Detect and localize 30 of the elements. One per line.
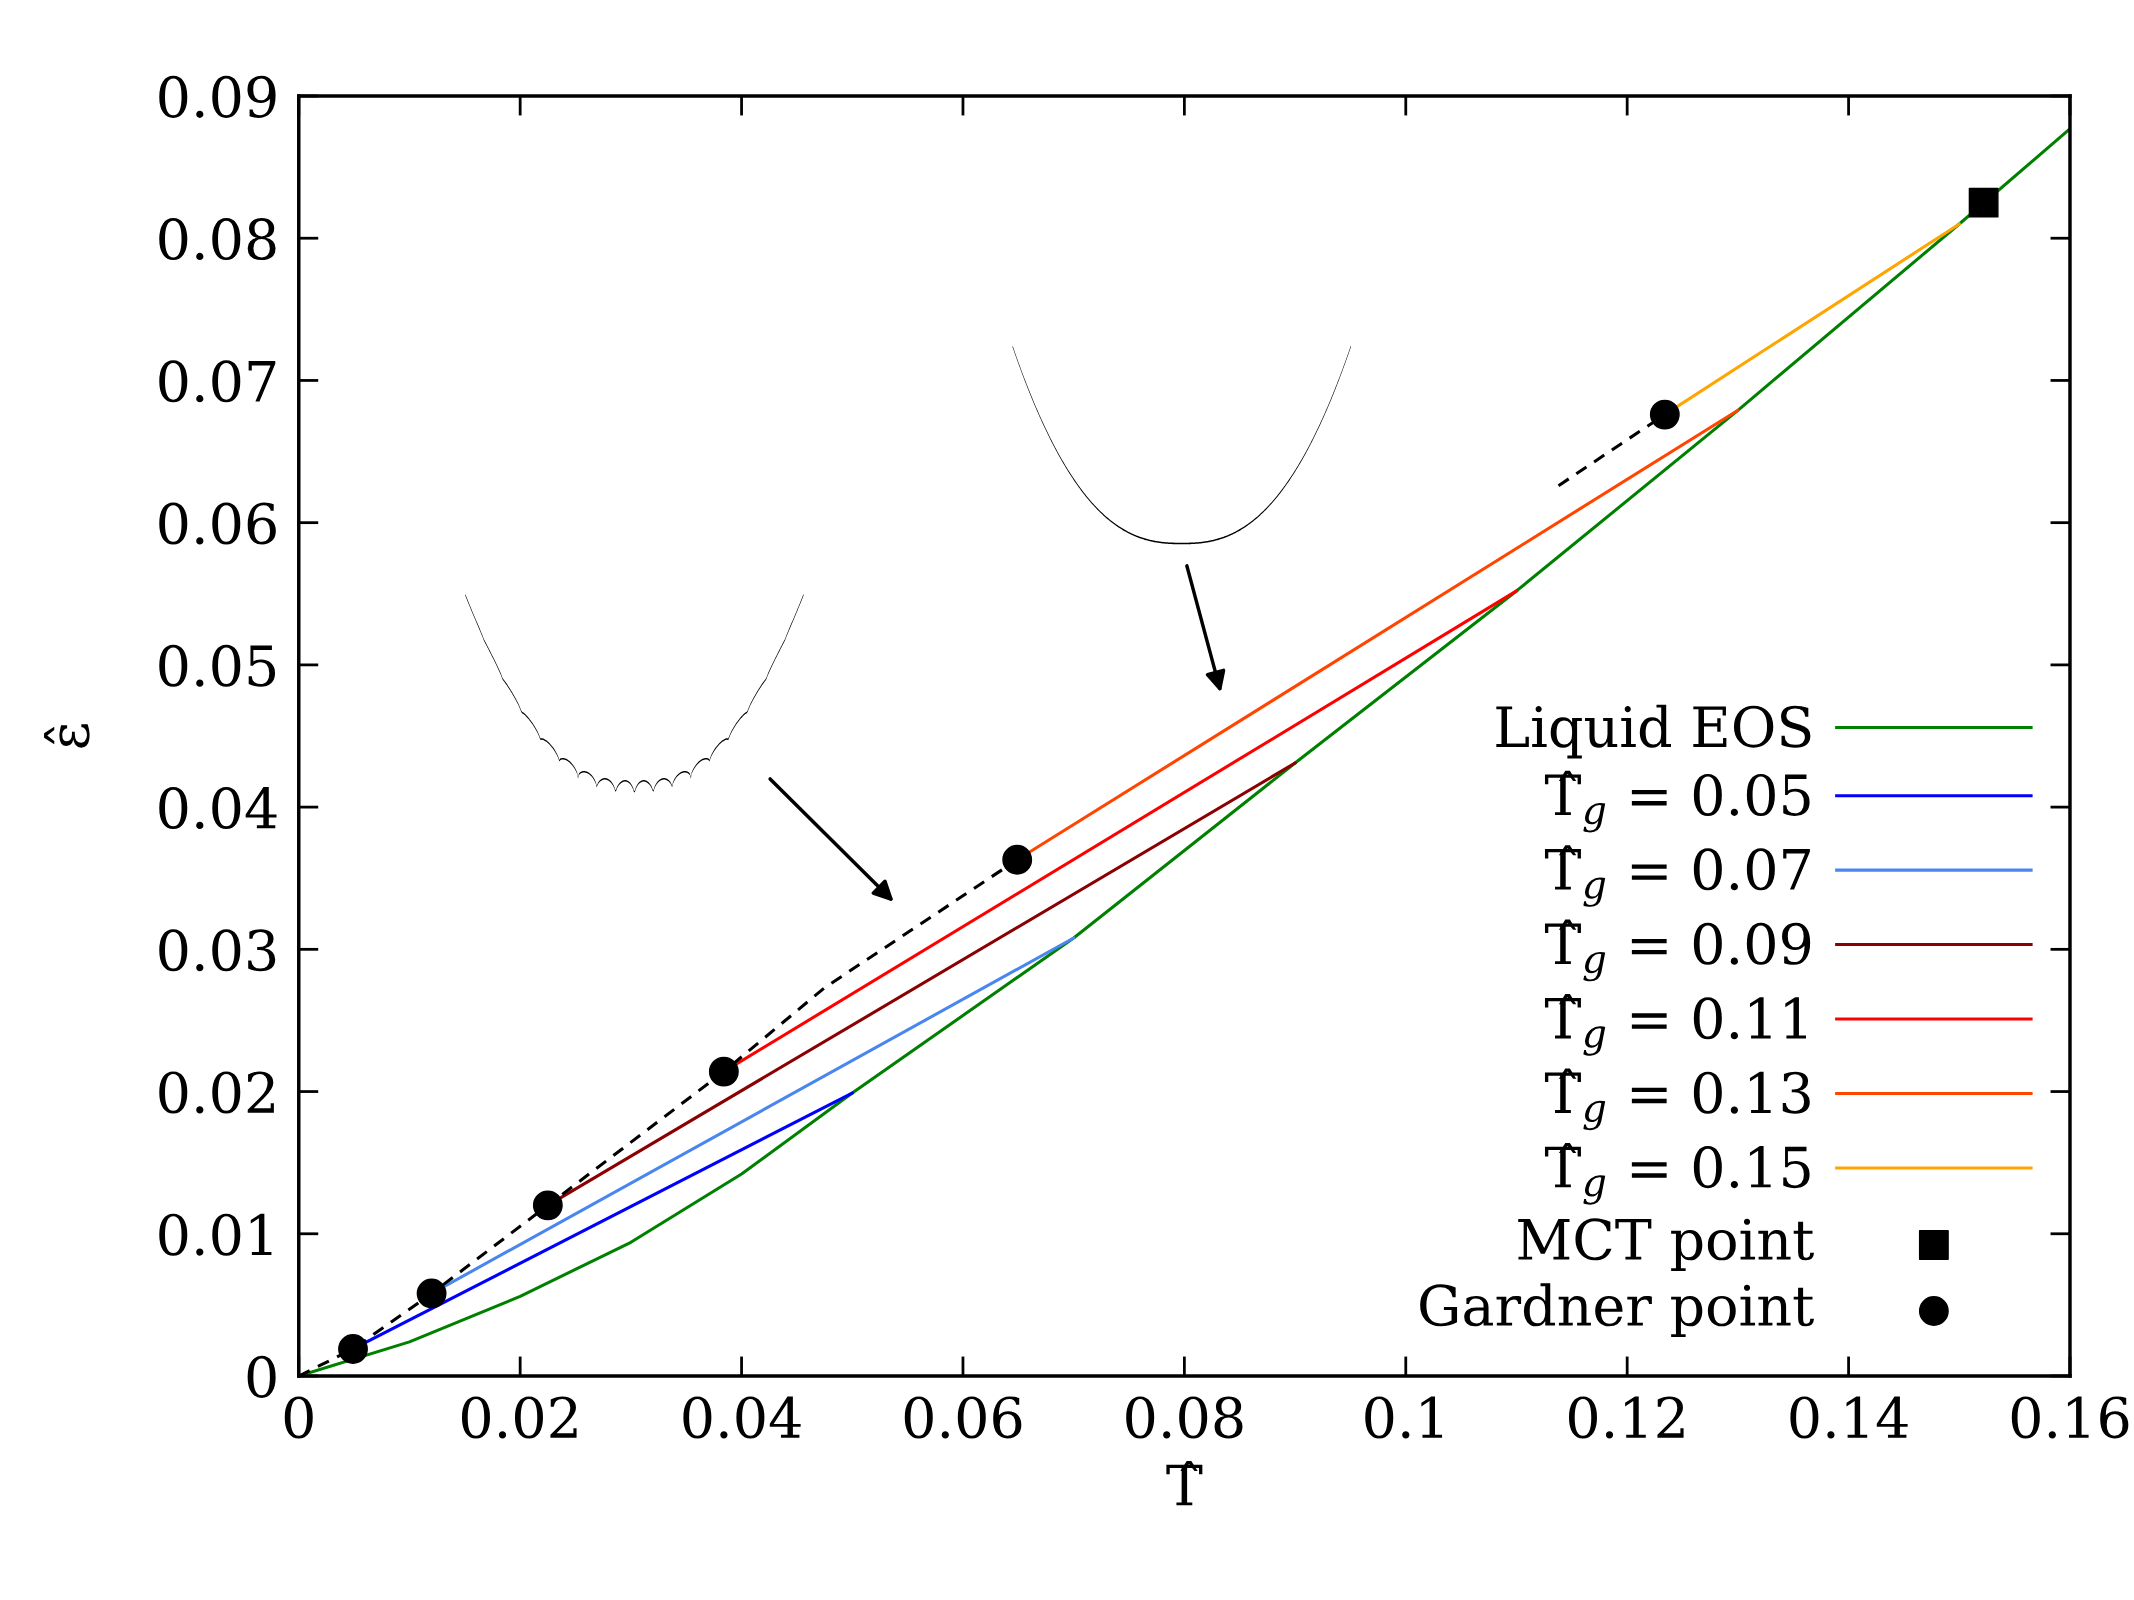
y-tick-label: 0 — [247, 1355, 276, 1398]
y-tick-label: 0.04 — [159, 786, 277, 830]
x-tick-label: 0.02 — [461, 1396, 577, 1439]
y-tick-label: 0.06 — [159, 502, 276, 545]
legend-label: T̂$_{g}$ = 0.13 — [1544, 1068, 1810, 1131]
legend-label: T̂$_{g}$ = 0.07 — [1544, 845, 1810, 907]
legend-label: T̂$_{g}$ = 0.05 — [1544, 770, 1810, 833]
x-tick-label: 0.06 — [904, 1396, 1022, 1439]
y-tick-label: 0.02 — [159, 1071, 274, 1114]
legend-label: Gardner point — [1420, 1283, 1814, 1338]
legend-label: Liquid EOS — [1496, 704, 1811, 759]
legend-label: T̂$_{g}$ = 0.11 — [1544, 994, 1806, 1056]
x-tick-label: 0.1 — [1365, 1396, 1443, 1439]
y-tick-label: 0.09 — [159, 75, 276, 118]
x-tick-label: 0.16 — [2011, 1396, 2129, 1439]
legend-label: T̂$_{g}$ = 0.15 — [1544, 1142, 1810, 1205]
y-tick-label: 0.08 — [159, 218, 276, 261]
legend-label: MCT point — [1518, 1218, 1814, 1272]
x-tick-label: 0.08 — [1126, 1396, 1243, 1439]
y-tick-label: 0.03 — [159, 929, 276, 972]
legend-label: T̂$_{g}$ = 0.09 — [1544, 919, 1811, 982]
x-tick-label: 0.12 — [1568, 1396, 1684, 1439]
x-axis-title: T̂ — [1166, 1460, 1203, 1506]
y-tick-label: 0.07 — [159, 360, 276, 403]
y-axis-title: ε̂ — [44, 724, 90, 748]
y-tick-label: 0.01 — [159, 1213, 272, 1256]
x-tick-label: 0.04 — [683, 1396, 801, 1439]
x-tick-label: 0.14 — [1790, 1396, 1908, 1439]
y-tick-label: 0.05 — [159, 644, 276, 687]
x-tick-label: 0 — [284, 1396, 313, 1439]
